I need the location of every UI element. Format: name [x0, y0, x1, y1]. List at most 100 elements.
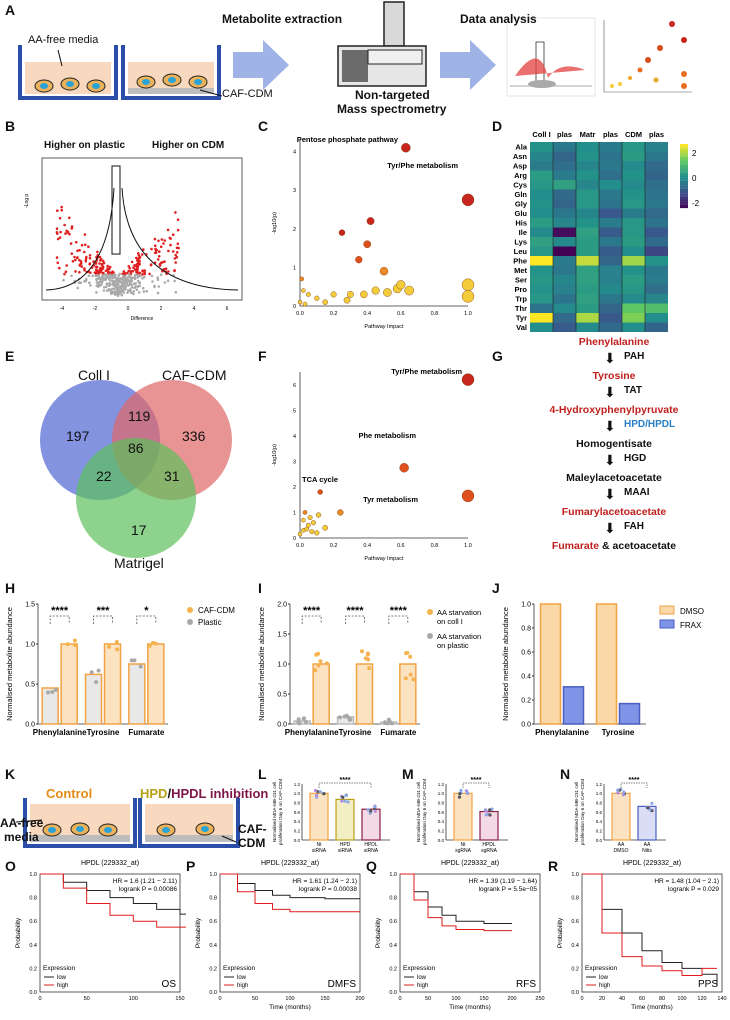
volcano-point — [79, 281, 83, 285]
bubble-point — [301, 517, 306, 523]
heatmap-cell — [530, 142, 553, 152]
volcano-point — [158, 250, 161, 253]
pathway-metabolite: Tyrosine — [592, 370, 636, 382]
volcano-point — [128, 273, 131, 276]
bar-datapoint — [622, 790, 626, 794]
bubble-annotation: TCA cycle — [302, 475, 338, 484]
volcano-point — [68, 232, 71, 236]
heatmap-cell — [576, 189, 599, 199]
hpdl-label: HPDL inhibition — [171, 786, 269, 801]
volcano-point — [102, 274, 106, 277]
volcano-point — [95, 291, 98, 294]
heatmap-cell — [530, 151, 553, 161]
heatmap-cell — [599, 180, 622, 190]
bar-datapoint — [324, 661, 329, 666]
volcano-point — [68, 216, 71, 220]
bar-ylabel: Normalised metabolite abundance — [5, 607, 14, 721]
km-ytick: 1.0 — [209, 872, 217, 878]
heatmap-scale-bar — [680, 177, 688, 180]
bubble-annotation: Pentose phosphate pathway — [297, 135, 399, 144]
significance-stars: **** — [303, 605, 321, 617]
heatmap-scale-tick: 0 — [692, 174, 697, 183]
heatmap-cell — [530, 294, 553, 304]
heatmap-cell — [645, 170, 668, 180]
bar-datapoint — [72, 638, 77, 643]
km-endpoint-tag: DMFS — [328, 979, 357, 990]
bar-ytick: 1.0 — [277, 662, 287, 669]
bar-datapoint — [616, 788, 620, 792]
heatmap-scale-bar — [680, 203, 688, 205]
heatmap-cell — [599, 161, 622, 171]
km-legend-title: Expression — [403, 965, 436, 972]
bar-ytick: 0.8 — [438, 800, 445, 805]
heatmap-scale-bar — [680, 152, 688, 154]
heatmap-scale-bar — [680, 163, 688, 165]
heatmap-scale-bar — [680, 144, 688, 146]
volcano-point — [156, 258, 160, 261]
volcano-point — [89, 284, 92, 287]
bar-ytick: 0.8 — [521, 626, 531, 633]
volcano-point — [124, 277, 127, 281]
heatmap-cell — [645, 284, 668, 294]
bar-datapoint — [457, 795, 462, 799]
bubble-ylabel: -log10(p) — [272, 212, 278, 234]
bar-chart-i: 0.0 0.5 1.0 1.5 2.0 Normalised metabolite abu… — [257, 602, 481, 738]
bar-datapoint — [411, 677, 416, 682]
bar-ytick: 0.2 — [438, 828, 445, 833]
pathway-enzyme: TAT — [624, 385, 642, 396]
volcano-point — [137, 252, 140, 255]
bar-ytick: 0.4 — [438, 819, 445, 824]
bar-ytick: 1.0 — [596, 791, 603, 796]
heatmap-cell — [576, 161, 599, 171]
heatmap-scale-tick: -2 — [692, 199, 700, 208]
pathway-bubble-plot-f: 0.0 0.2 0.4 0.6 0.8 1.0 0 1 2 3 4 5 6 Pathway Impact -… — [272, 367, 475, 562]
heatmap-cell — [553, 322, 576, 332]
heatmap-scale-bar — [680, 147, 688, 149]
bar-ytick: 0.2 — [294, 828, 301, 833]
heatmap-cell — [622, 237, 645, 247]
heatmap-row-label: Asn — [513, 152, 528, 161]
venn-coll-label: Coll I — [78, 367, 110, 383]
bar-datapoint — [50, 689, 55, 694]
volcano-point — [108, 271, 112, 274]
heatmap-cell — [622, 275, 645, 285]
step-ms-1: Non-targeted — [355, 88, 430, 102]
bar-chart-h: 0.0 0.5 1.0 1.5 Normalised metabolite abunda… — [5, 602, 235, 738]
bubble-annotation: Tyr/Phe metabolism — [387, 161, 458, 170]
volcano-point — [142, 248, 145, 251]
volcano-point — [95, 284, 99, 287]
bar-datapoint — [488, 808, 492, 812]
km-ytick: 1.0 — [29, 872, 37, 878]
step-extraction: Metabolite extraction — [222, 12, 343, 26]
bubble-xtick: 0.0 — [296, 543, 304, 549]
bar-chart-n: 0.0 0.2 0.4 0.6 0.8 1.0 1.2 Normalised MDA-MB-2… — [574, 777, 666, 854]
tyrosine-pathway: Phenylalanine ⬇ PAH Tyrosine ⬇ TAT 4-Hydroxyph… — [500, 334, 728, 580]
bar-datapoint — [147, 643, 152, 648]
heatmap-cell — [530, 180, 553, 190]
volcano-point — [141, 286, 145, 290]
bar — [309, 792, 329, 841]
bar-ylabel: Normalised MDA-MB-231 cell — [416, 782, 421, 843]
heatmap-scale-bar — [680, 201, 688, 204]
heatmap-cell — [599, 275, 622, 285]
heatmap-cell — [622, 284, 645, 294]
bubble-xtick: 0.6 — [397, 543, 405, 549]
bubble-point — [338, 229, 346, 236]
heatmap-col-label: plas — [649, 130, 664, 139]
volcano-point — [124, 287, 127, 291]
bar — [103, 643, 122, 725]
bar-datapoint — [46, 690, 51, 695]
venn-n-cdm-mat: 31 — [164, 468, 180, 484]
bar-datapoint — [114, 640, 119, 645]
km-xtick: 200 — [507, 996, 516, 1002]
volcano-xtick: -2 — [93, 306, 98, 312]
heatmap-cell — [576, 256, 599, 266]
volcano-point — [122, 291, 125, 294]
heatmap-scale-bar — [680, 158, 688, 161]
heatmap-scale-bar — [680, 156, 688, 159]
km-plot-o: HPDL (229332_at)HR = 1.6 (1.21 − 2.11)lo… — [15, 860, 186, 1002]
volcano-point — [141, 269, 144, 272]
volcano-point — [145, 289, 149, 293]
km-xtick: 0 — [218, 996, 221, 1002]
volcano-point — [176, 242, 180, 246]
